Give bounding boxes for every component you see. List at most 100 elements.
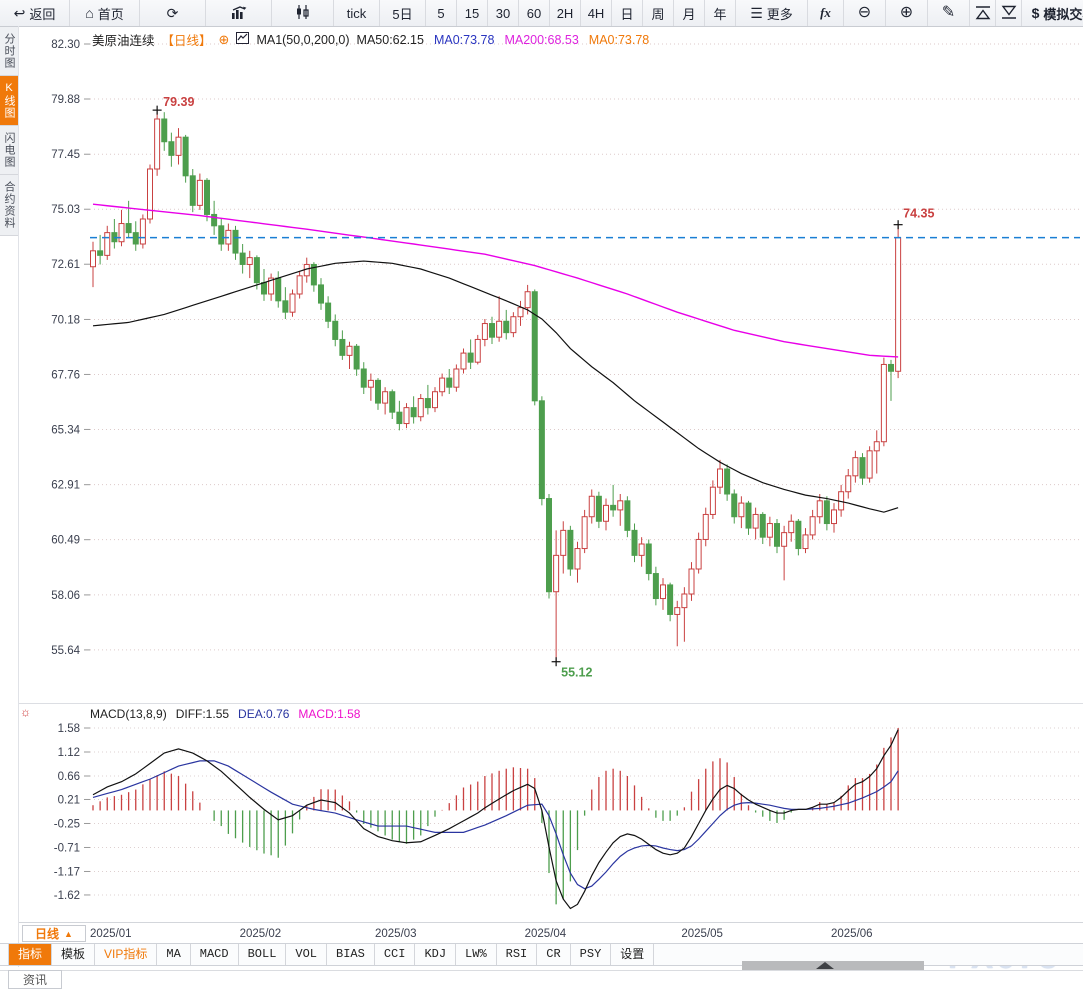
period-month-button[interactable]: 月: [674, 0, 705, 26]
sidebar-item-contract-info[interactable]: 合约资料: [0, 175, 18, 236]
candlestick-button[interactable]: [272, 0, 334, 26]
expand-icon[interactable]: ⊕: [218, 31, 230, 47]
more-button[interactable]: ☰ 更多: [736, 0, 808, 26]
back-button-label: 返回: [29, 6, 56, 22]
pane-separator: [19, 703, 1083, 704]
back-button[interactable]: ↩ 返回: [0, 0, 70, 26]
back-arrow-icon: ↩: [13, 5, 26, 21]
symbol-name: 美原油连续: [92, 34, 155, 48]
sidebar-divider: [18, 26, 19, 967]
tab-psy[interactable]: PSY: [571, 944, 612, 965]
period-day-button-label: 日: [620, 6, 634, 22]
draw-button[interactable]: ✎: [928, 0, 970, 26]
tab-cr[interactable]: CR: [537, 944, 571, 965]
tab-cci[interactable]: CCI: [375, 944, 416, 965]
chart-header: 美原油连续 【日线】 ⊕ MA1(50,0,200,0) MA50:62.15 M…: [92, 30, 649, 49]
sidebar-item-time-chart[interactable]: 分时图: [0, 27, 18, 76]
x-axis-border: [19, 922, 1083, 923]
ma50-line: [92, 260, 899, 513]
indicator-settings-icon[interactable]: ☼: [20, 705, 31, 719]
tab-settings[interactable]: 设置: [611, 944, 655, 965]
svg-text:2025/03: 2025/03: [375, 928, 417, 940]
svg-text:75.03: 75.03: [51, 204, 80, 216]
flag-up-button[interactable]: [970, 0, 996, 26]
sim-trade-button-label: 模拟交易: [1043, 6, 1083, 22]
tab-template[interactable]: 模板: [52, 944, 96, 965]
macd-values: MACD(13,8,9) DIFF:1.55 DEA:0.76 MACD:1.58: [90, 707, 360, 721]
tick-button[interactable]: tick: [334, 0, 380, 26]
candles-layer: [90, 110, 902, 662]
zoom-in-button[interactable]: ⊕: [886, 0, 928, 26]
tab-vol[interactable]: VOL: [286, 944, 328, 965]
svg-text:2025/05: 2025/05: [681, 928, 723, 940]
period-selector[interactable]: 日线 ▲: [22, 925, 86, 942]
fx-function-button[interactable]: fx: [808, 0, 844, 26]
dollar-icon: $: [1031, 5, 1040, 21]
ma-settings-label: MA1(50,0,200,0): [256, 32, 350, 47]
tab-kdj[interactable]: KDJ: [415, 944, 457, 965]
bar-chart-button[interactable]: [206, 0, 272, 26]
svg-text:77.45: 77.45: [51, 149, 80, 161]
macd-gridlines: 1.58 1.12 0.66 0.21 -0.25 -0.71 -1.17 -1.62: [54, 723, 1080, 902]
period-tag: 【日线】: [161, 34, 212, 48]
svg-text:0.21: 0.21: [58, 794, 80, 806]
ma50-value: MA50:62.15: [356, 32, 424, 47]
period-5d-button[interactable]: 5日: [380, 0, 426, 26]
ma200-line: [92, 203, 899, 358]
period-5m-button[interactable]: 5: [426, 0, 457, 26]
tab-macd[interactable]: MACD: [191, 944, 239, 965]
diff-line: [92, 729, 899, 910]
period-60m-button-label: 60: [526, 5, 542, 21]
tab-news[interactable]: 资讯: [8, 970, 62, 989]
menu-icon: ☰: [750, 5, 763, 21]
period-2h-button[interactable]: 2H: [550, 0, 581, 26]
chart-window-icon[interactable]: [236, 32, 250, 47]
period-year-button[interactable]: 年: [705, 0, 736, 26]
period-30m-button[interactable]: 30: [488, 0, 519, 26]
home-icon: ⌂: [85, 5, 94, 21]
home-button[interactable]: ⌂ 首页: [70, 0, 140, 26]
tab-ma[interactable]: MA: [157, 944, 191, 965]
period-4h-button[interactable]: 4H: [581, 0, 612, 26]
tick-button-label: tick: [346, 5, 367, 21]
flag-down-button[interactable]: [996, 0, 1022, 26]
refresh-button[interactable]: ⟳: [140, 0, 206, 26]
ma0-orange-value: MA0:73.78: [588, 32, 650, 47]
sim-trade-button[interactable]: $模拟交易: [1022, 0, 1083, 26]
period-60m-button[interactable]: 60: [519, 0, 550, 26]
svg-text:60.49: 60.49: [51, 535, 80, 547]
candlestick-icon: [295, 5, 310, 21]
chevron-up-icon: ▲: [64, 928, 73, 939]
top-toolbar: ↩ 返回 ⌂ 首页 ⟳ tick 5日 5 15 30 60 2H 4H 日周月年 ☰ 更多 fx ⊖ ⊕ ✎ $ 模拟交…: [0, 0, 1083, 27]
period-month-button-label: 月: [682, 6, 696, 22]
svg-text:-0.71: -0.71: [54, 842, 80, 854]
tab-bias[interactable]: BIAS: [327, 944, 375, 965]
fx-function-button-label: fx: [820, 5, 831, 20]
ma200-value: MA200:68.53: [504, 32, 579, 47]
period-15m-button[interactable]: 15: [457, 0, 488, 26]
svg-text:-1.62: -1.62: [54, 890, 80, 902]
scroll-up-arrow-icon[interactable]: [816, 962, 834, 969]
period-selector-label: 日线: [35, 927, 60, 941]
tab-vip-indicator[interactable]: VIP指标: [95, 944, 158, 965]
period-30m-button-label: 30: [495, 5, 511, 21]
tab-boll[interactable]: BOLL: [239, 944, 287, 965]
svg-text:2025/04: 2025/04: [525, 928, 567, 940]
tabs-left-pad: [0, 944, 9, 965]
tab-lw[interactable]: LW%: [456, 944, 497, 965]
svg-text:58.06: 58.06: [51, 590, 80, 602]
sidebar-item-lightning-chart[interactable]: 闪电图: [0, 126, 18, 175]
period-week-button[interactable]: 周: [643, 0, 674, 26]
period-5m-button-label: 5: [437, 5, 445, 21]
tab-rsi[interactable]: RSI: [497, 944, 538, 965]
period-day-button[interactable]: 日: [612, 0, 643, 26]
svg-text:79.88: 79.88: [51, 94, 80, 106]
dea-value: DEA:0.76: [238, 707, 290, 721]
sidebar-item-kline-chart[interactable]: K线图: [0, 76, 18, 126]
low-annotation: 55.12: [551, 657, 592, 680]
tab-indicator[interactable]: 指标: [9, 944, 53, 965]
zoom-out-button[interactable]: ⊖: [844, 0, 886, 26]
svg-text:74.35: 74.35: [903, 207, 934, 221]
